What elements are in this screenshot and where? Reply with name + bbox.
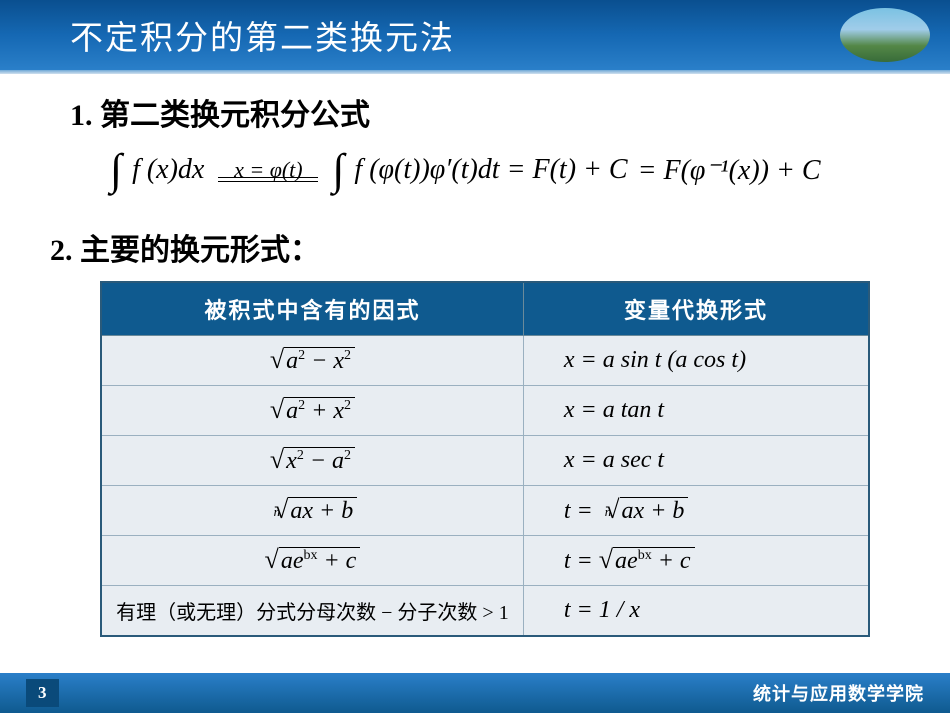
integral-sign-1: ∫ — [110, 144, 122, 195]
table-row: √x2 − a2x = a sec t — [101, 436, 869, 486]
th-substitution: 变量代换形式 — [523, 282, 869, 336]
formula-mid: f (φ(t))φ′(t)dt = F(t) + C — [354, 154, 627, 186]
integral-sign-2: ∫ — [332, 144, 344, 195]
table-row: n√ax + bt = n√ax + b — [101, 486, 869, 536]
slide-content: 1. 第二类换元积分公式 ∫ f (x)dx x = φ(t) ∫ f (φ(t… — [0, 70, 950, 637]
table-row: √a2 − x2x = a sin t (a cos t) — [101, 336, 869, 386]
cell-factor: √x2 − a2 — [101, 436, 523, 486]
cell-substitution: t = √aebx + c — [523, 536, 869, 586]
table-row: √aebx + ct = √aebx + c — [101, 536, 869, 586]
substitution-table: 被积式中含有的因式 变量代换形式 √a2 − x2x = a sin t (a … — [100, 281, 870, 637]
slide-header: 不定积分的第二类换元法 — [0, 0, 950, 70]
slide-footer: 3 统计与应用数学学院 — [0, 673, 950, 713]
page-number: 3 — [26, 679, 59, 707]
cell-factor: 有理（或无理）分式分母次数 − 分子次数 > 1 — [101, 586, 523, 636]
section-2-heading: 2. 主要的换元形式： — [50, 225, 890, 269]
cell-factor: √a2 − x2 — [101, 336, 523, 386]
cell-substitution: t = 1 / x — [523, 586, 869, 636]
cell-substitution: x = a sin t (a cos t) — [523, 336, 869, 386]
th-factor: 被积式中含有的因式 — [101, 282, 523, 336]
substitution-arrow: x = φ(t) — [218, 157, 318, 182]
arrow-line — [218, 177, 318, 182]
main-formula: ∫ f (x)dx x = φ(t) ∫ f (φ(t))φ′(t)dt = F… — [70, 144, 890, 195]
department-label: 统计与应用数学学院 — [753, 680, 924, 706]
table-row: √a2 + x2x = a tan t — [101, 386, 869, 436]
formula-rhs: = F(φ⁻¹(x)) + C — [638, 153, 821, 187]
cell-factor: √aebx + c — [101, 536, 523, 586]
cell-substitution: x = a tan t — [523, 386, 869, 436]
cell-factor: √a2 + x2 — [101, 386, 523, 436]
table-row: 有理（或无理）分式分母次数 − 分子次数 > 1t = 1 / x — [101, 586, 869, 636]
cell-substitution: x = a sec t — [523, 436, 869, 486]
cell-substitution: t = n√ax + b — [523, 486, 869, 536]
formula-lhs: f (x)dx — [132, 154, 204, 186]
section-1-heading: 1. 第二类换元积分公式 — [70, 90, 890, 134]
cell-factor: n√ax + b — [101, 486, 523, 536]
table-header-row: 被积式中含有的因式 变量代换形式 — [101, 282, 869, 336]
header-logo-icon — [840, 8, 930, 62]
slide-title: 不定积分的第二类换元法 — [70, 11, 455, 59]
